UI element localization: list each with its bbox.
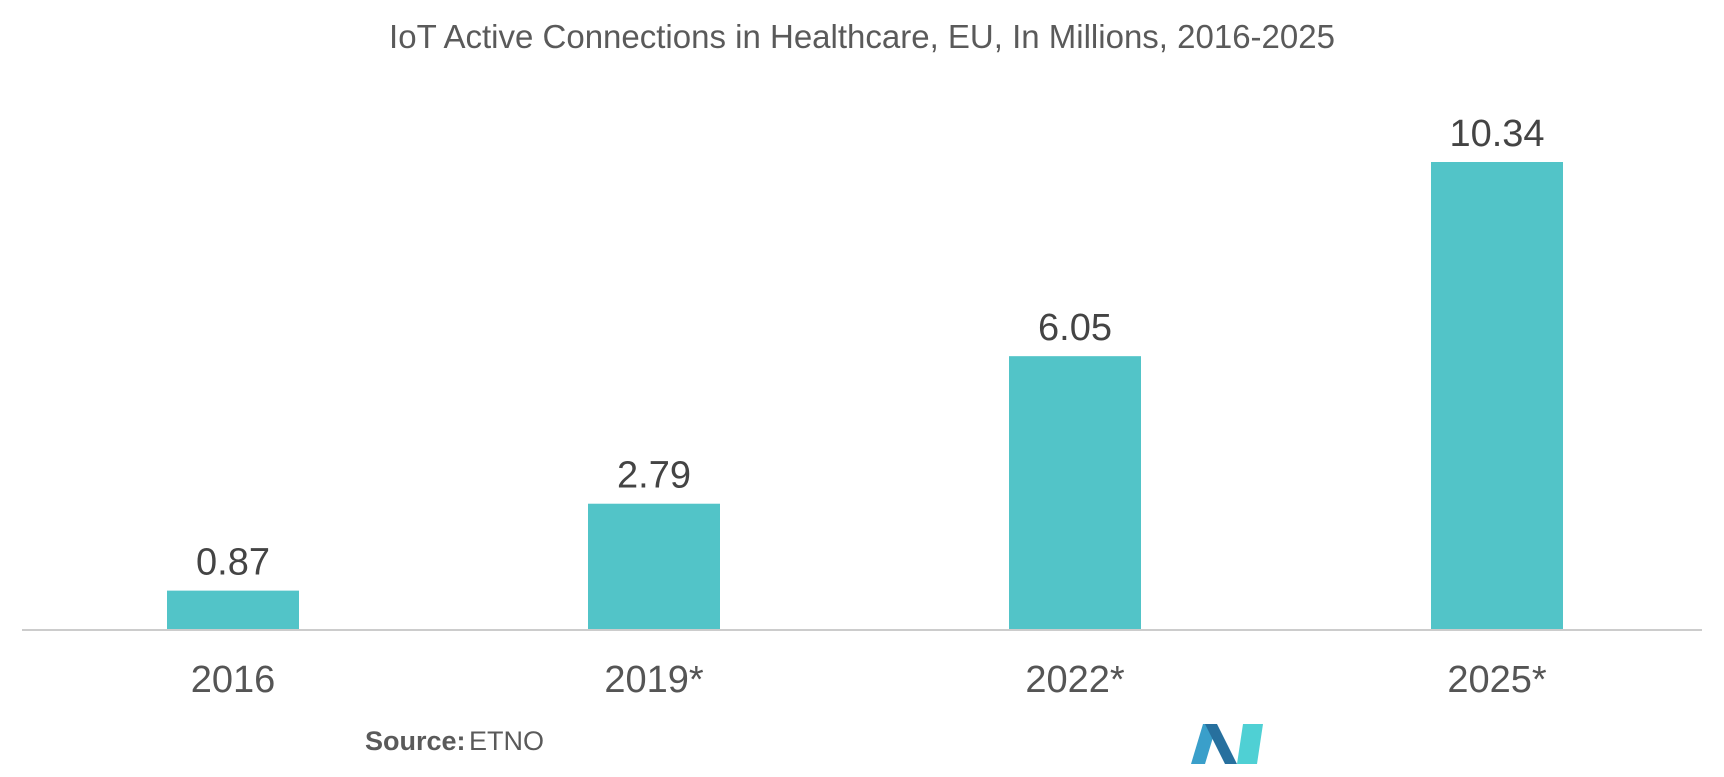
mordor-logo-icon	[1191, 724, 1263, 764]
data-label: 6.05	[1038, 307, 1112, 349]
bars-group: 0.87 2016 2.79 2019* 6.05 2022* 10.34 2025*	[167, 113, 1563, 701]
chart-title: IoT Active Connections in Healthcare, EU…	[389, 18, 1335, 55]
bar-2025	[1431, 162, 1563, 630]
logo-mid-stroke	[1205, 724, 1237, 764]
logo-right-stroke	[1237, 724, 1263, 764]
source-label: Source:	[365, 726, 466, 756]
data-label: 0.87	[196, 542, 270, 584]
bar-2019	[588, 503, 720, 630]
data-label: 10.34	[1449, 113, 1544, 155]
bar-2022	[1009, 356, 1141, 630]
x-tick-label: 2025*	[1447, 659, 1547, 701]
source-value: ETNO	[469, 726, 544, 756]
x-tick-label: 2019*	[604, 659, 704, 701]
x-tick-label: 2016	[191, 659, 276, 701]
x-tick-label: 2022*	[1025, 659, 1125, 701]
data-label: 2.79	[617, 455, 691, 497]
bar-2016	[167, 590, 299, 630]
